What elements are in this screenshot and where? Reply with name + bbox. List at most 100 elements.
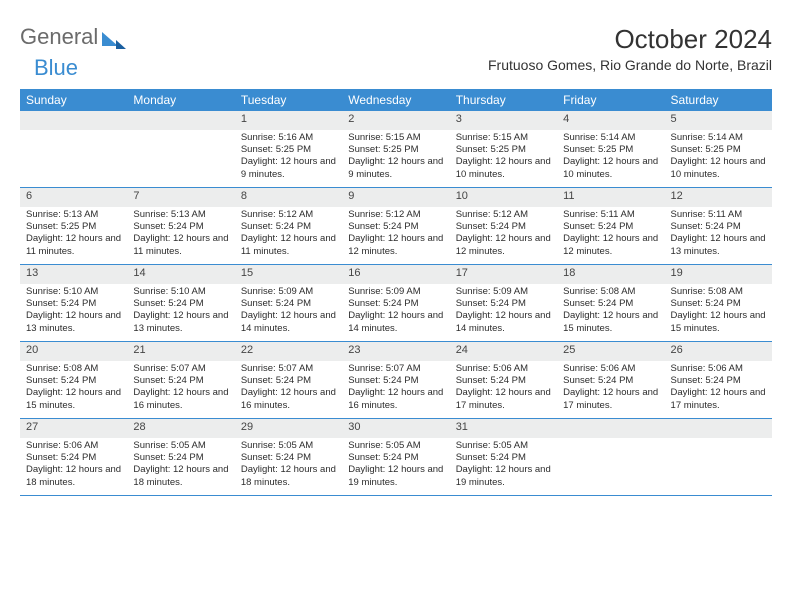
day-number: 23 <box>342 342 449 361</box>
calendar-day-cell: 26Sunrise: 5:06 AMSunset: 5:24 PMDayligh… <box>665 342 772 418</box>
calendar-day-cell: 15Sunrise: 5:09 AMSunset: 5:24 PMDayligh… <box>235 265 342 341</box>
logo-triangle-icon-2 <box>116 40 126 49</box>
day-content: Sunrise: 5:10 AMSunset: 5:24 PMDaylight:… <box>20 284 127 339</box>
day-number <box>20 111 127 130</box>
day-number: 14 <box>127 265 234 284</box>
sunset-text: Sunset: 5:24 PM <box>563 298 658 310</box>
day-number: 12 <box>665 188 772 207</box>
sunrise-text: Sunrise: 5:12 AM <box>348 209 443 221</box>
calendar-day-cell: 2Sunrise: 5:15 AMSunset: 5:25 PMDaylight… <box>342 111 449 187</box>
sunrise-text: Sunrise: 5:07 AM <box>241 363 336 375</box>
day-content: Sunrise: 5:13 AMSunset: 5:24 PMDaylight:… <box>127 207 234 262</box>
day-content: Sunrise: 5:08 AMSunset: 5:24 PMDaylight:… <box>557 284 664 339</box>
sunrise-text: Sunrise: 5:05 AM <box>348 440 443 452</box>
sunrise-text: Sunrise: 5:10 AM <box>26 286 121 298</box>
day-content: Sunrise: 5:05 AMSunset: 5:24 PMDaylight:… <box>450 438 557 493</box>
calendar-day-cell: 4Sunrise: 5:14 AMSunset: 5:25 PMDaylight… <box>557 111 664 187</box>
day-number: 1 <box>235 111 342 130</box>
sunset-text: Sunset: 5:24 PM <box>26 452 121 464</box>
daylight-text: Daylight: 12 hours and 9 minutes. <box>348 156 443 181</box>
day-number: 31 <box>450 419 557 438</box>
day-header: Wednesday <box>342 89 449 111</box>
day-content: Sunrise: 5:14 AMSunset: 5:25 PMDaylight:… <box>557 130 664 185</box>
day-number: 25 <box>557 342 664 361</box>
day-content: Sunrise: 5:16 AMSunset: 5:25 PMDaylight:… <box>235 130 342 185</box>
calendar-day-cell: 13Sunrise: 5:10 AMSunset: 5:24 PMDayligh… <box>20 265 127 341</box>
sunset-text: Sunset: 5:24 PM <box>26 375 121 387</box>
calendar-day-cell <box>20 111 127 187</box>
sunset-text: Sunset: 5:24 PM <box>241 298 336 310</box>
day-content: Sunrise: 5:06 AMSunset: 5:24 PMDaylight:… <box>557 361 664 416</box>
day-content: Sunrise: 5:12 AMSunset: 5:24 PMDaylight:… <box>342 207 449 262</box>
daylight-text: Daylight: 12 hours and 14 minutes. <box>241 310 336 335</box>
sunrise-text: Sunrise: 5:05 AM <box>456 440 551 452</box>
calendar-day-cell: 18Sunrise: 5:08 AMSunset: 5:24 PMDayligh… <box>557 265 664 341</box>
day-content: Sunrise: 5:07 AMSunset: 5:24 PMDaylight:… <box>127 361 234 416</box>
sunset-text: Sunset: 5:25 PM <box>241 144 336 156</box>
calendar-day-cell: 5Sunrise: 5:14 AMSunset: 5:25 PMDaylight… <box>665 111 772 187</box>
calendar-day-cell: 21Sunrise: 5:07 AMSunset: 5:24 PMDayligh… <box>127 342 234 418</box>
sunset-text: Sunset: 5:24 PM <box>348 298 443 310</box>
day-header: Sunday <box>20 89 127 111</box>
sunrise-text: Sunrise: 5:09 AM <box>241 286 336 298</box>
calendar-day-cell <box>557 419 664 495</box>
calendar-day-cell: 6Sunrise: 5:13 AMSunset: 5:25 PMDaylight… <box>20 188 127 264</box>
calendar-day-cell: 31Sunrise: 5:05 AMSunset: 5:24 PMDayligh… <box>450 419 557 495</box>
sunset-text: Sunset: 5:25 PM <box>348 144 443 156</box>
sunset-text: Sunset: 5:24 PM <box>241 221 336 233</box>
daylight-text: Daylight: 12 hours and 15 minutes. <box>26 387 121 412</box>
daylight-text: Daylight: 12 hours and 18 minutes. <box>133 464 228 489</box>
sunrise-text: Sunrise: 5:15 AM <box>456 132 551 144</box>
daylight-text: Daylight: 12 hours and 10 minutes. <box>671 156 766 181</box>
calendar-day-cell: 8Sunrise: 5:12 AMSunset: 5:24 PMDaylight… <box>235 188 342 264</box>
sunset-text: Sunset: 5:24 PM <box>671 375 766 387</box>
daylight-text: Daylight: 12 hours and 16 minutes. <box>348 387 443 412</box>
day-number: 29 <box>235 419 342 438</box>
daylight-text: Daylight: 12 hours and 15 minutes. <box>671 310 766 335</box>
day-content: Sunrise: 5:05 AMSunset: 5:24 PMDaylight:… <box>235 438 342 493</box>
calendar-day-cell: 10Sunrise: 5:12 AMSunset: 5:24 PMDayligh… <box>450 188 557 264</box>
day-content: Sunrise: 5:08 AMSunset: 5:24 PMDaylight:… <box>665 284 772 339</box>
sunrise-text: Sunrise: 5:08 AM <box>563 286 658 298</box>
sunrise-text: Sunrise: 5:05 AM <box>241 440 336 452</box>
calendar: SundayMondayTuesdayWednesdayThursdayFrid… <box>20 89 772 496</box>
sunset-text: Sunset: 5:24 PM <box>671 221 766 233</box>
calendar-day-cell: 28Sunrise: 5:05 AMSunset: 5:24 PMDayligh… <box>127 419 234 495</box>
daylight-text: Daylight: 12 hours and 15 minutes. <box>563 310 658 335</box>
daylight-text: Daylight: 12 hours and 16 minutes. <box>241 387 336 412</box>
day-number: 20 <box>20 342 127 361</box>
sunset-text: Sunset: 5:24 PM <box>241 452 336 464</box>
sunrise-text: Sunrise: 5:05 AM <box>133 440 228 452</box>
calendar-day-cell: 12Sunrise: 5:11 AMSunset: 5:24 PMDayligh… <box>665 188 772 264</box>
day-content: Sunrise: 5:11 AMSunset: 5:24 PMDaylight:… <box>665 207 772 262</box>
daylight-text: Daylight: 12 hours and 10 minutes. <box>456 156 551 181</box>
sunset-text: Sunset: 5:25 PM <box>671 144 766 156</box>
day-number: 8 <box>235 188 342 207</box>
daylight-text: Daylight: 12 hours and 12 minutes. <box>456 233 551 258</box>
sunrise-text: Sunrise: 5:14 AM <box>671 132 766 144</box>
daylight-text: Daylight: 12 hours and 18 minutes. <box>241 464 336 489</box>
daylight-text: Daylight: 12 hours and 17 minutes. <box>671 387 766 412</box>
sunset-text: Sunset: 5:24 PM <box>26 298 121 310</box>
calendar-day-cell: 3Sunrise: 5:15 AMSunset: 5:25 PMDaylight… <box>450 111 557 187</box>
calendar-day-cell: 16Sunrise: 5:09 AMSunset: 5:24 PMDayligh… <box>342 265 449 341</box>
sunrise-text: Sunrise: 5:12 AM <box>241 209 336 221</box>
sunrise-text: Sunrise: 5:09 AM <box>348 286 443 298</box>
daylight-text: Daylight: 12 hours and 13 minutes. <box>671 233 766 258</box>
daylight-text: Daylight: 12 hours and 12 minutes. <box>563 233 658 258</box>
daylight-text: Daylight: 12 hours and 12 minutes. <box>348 233 443 258</box>
sunrise-text: Sunrise: 5:10 AM <box>133 286 228 298</box>
daylight-text: Daylight: 12 hours and 13 minutes. <box>26 310 121 335</box>
sunrise-text: Sunrise: 5:15 AM <box>348 132 443 144</box>
day-content: Sunrise: 5:13 AMSunset: 5:25 PMDaylight:… <box>20 207 127 262</box>
day-number: 7 <box>127 188 234 207</box>
calendar-day-cell <box>127 111 234 187</box>
day-number: 24 <box>450 342 557 361</box>
day-content: Sunrise: 5:05 AMSunset: 5:24 PMDaylight:… <box>342 438 449 493</box>
day-number: 28 <box>127 419 234 438</box>
sunset-text: Sunset: 5:24 PM <box>456 375 551 387</box>
sunset-text: Sunset: 5:24 PM <box>563 221 658 233</box>
day-number: 17 <box>450 265 557 284</box>
daylight-text: Daylight: 12 hours and 10 minutes. <box>563 156 658 181</box>
sunrise-text: Sunrise: 5:11 AM <box>563 209 658 221</box>
